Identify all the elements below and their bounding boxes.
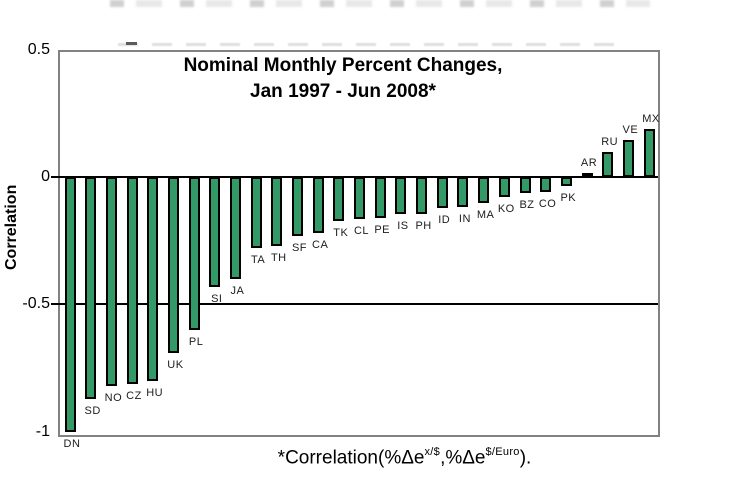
footnote-suffix: ). <box>519 447 532 469</box>
bar-HU <box>147 177 159 381</box>
bar-SD <box>85 177 97 399</box>
bar-VE <box>622 140 634 177</box>
bar-label-DN: DN <box>63 438 81 450</box>
footnote-superscript-1: x/$ <box>424 446 441 458</box>
y-tick-label-neg0p5: -0.5 <box>22 295 50 312</box>
chart-title: Nominal Monthly Percent Changes, Jan 199… <box>58 53 628 105</box>
bar-label-SI: SI <box>211 292 223 305</box>
bar-label-BZ: BZ <box>519 198 535 211</box>
y-tick-label-0: 0 <box>41 168 50 185</box>
y-tick-label-0p5: 0.5 <box>27 41 50 58</box>
bar-label-SD: SD <box>84 404 101 417</box>
faint-text-artifact <box>118 43 618 46</box>
bar-label-UK: UK <box>167 358 184 371</box>
bar-CZ <box>126 177 138 384</box>
footnote-mid: ,%Δe <box>440 447 486 469</box>
y-tick-mark-neg0p5 <box>51 303 66 305</box>
bar-SI <box>209 177 221 287</box>
bar-AR <box>581 173 593 177</box>
bar-CL <box>354 177 365 220</box>
bar-label-SF: SF <box>291 241 308 254</box>
bar-PK <box>560 177 572 186</box>
bar-IN <box>457 177 469 207</box>
bar-label-CA: CA <box>312 239 329 252</box>
bar-label-HU: HU <box>146 387 164 399</box>
bar-JA <box>229 177 241 279</box>
chart-title-line1: Nominal Monthly Percent Changes, <box>183 55 503 76</box>
footnote-prefix: *Correlation(%Δe <box>277 447 425 469</box>
bar-label-VE: VE <box>622 124 639 136</box>
bar-label-CZ: CZ <box>126 389 142 402</box>
neg0p5-gridline <box>60 303 658 305</box>
bar-CO <box>540 177 552 192</box>
bar-SF <box>292 177 303 236</box>
bar-label-JA: JA <box>230 285 245 297</box>
plot-area: DN SD NO CZ HU UK PL SI JA TA TH SF CA TK CL PE IS PH ID IN… <box>51 50 660 450</box>
bar-label-PH: PH <box>415 219 432 232</box>
bar-label-ID: ID <box>438 213 451 226</box>
bar-label-TK: TK <box>333 226 349 239</box>
bar-label-IS: IS <box>397 220 409 232</box>
bar-label-AR: AR <box>580 157 598 169</box>
bar-label-PE: PE <box>374 223 391 236</box>
bar-TK <box>333 177 345 221</box>
bar-IS <box>395 177 407 214</box>
bar-label-TA: TA <box>250 254 266 267</box>
bar-PL <box>188 177 200 330</box>
bar-label-IN: IN <box>458 212 471 225</box>
bar-label-CO: CO <box>538 198 557 210</box>
bar-CA <box>312 177 324 234</box>
bar-PE <box>374 177 386 218</box>
bar-label-RU: RU <box>601 135 619 148</box>
bar-TH <box>271 177 283 246</box>
bar-NO <box>105 177 117 387</box>
bar-label-CL: CL <box>353 225 370 238</box>
bar-label-MX: MX <box>642 113 660 126</box>
y-tick-mark-0 <box>51 176 66 178</box>
footnote-superscript-2: $/Euro <box>485 446 520 458</box>
y-axis-title: Correlation <box>3 184 20 270</box>
bar-MX <box>643 129 655 177</box>
bar-MA <box>478 177 490 203</box>
bar-RU <box>602 151 614 177</box>
bar-UK <box>167 177 179 353</box>
bar-ID <box>436 177 448 208</box>
bar-PH <box>416 177 428 214</box>
bar-KO <box>498 177 510 197</box>
bar-label-MA: MA <box>476 209 495 221</box>
y-tick-label-neg1: -1 <box>35 423 50 440</box>
bar-label-TH: TH <box>270 251 287 264</box>
bar-label-PK: PK <box>560 191 577 204</box>
cropped-text-artifact <box>110 0 650 7</box>
bar-DN <box>64 177 76 432</box>
footnote: *Correlation(%Δex/$,%Δe$/Euro). <box>80 446 729 469</box>
faint-dash-artifact <box>126 42 137 45</box>
bar-BZ <box>519 177 531 193</box>
bar-label-PL: PL <box>188 336 204 348</box>
chart-title-line2: Jan 1997 - Jun 2008* <box>250 81 436 102</box>
bar-label-NO: NO <box>104 392 123 405</box>
bar-label-KO: KO <box>497 202 515 215</box>
bar-TA <box>250 177 262 249</box>
